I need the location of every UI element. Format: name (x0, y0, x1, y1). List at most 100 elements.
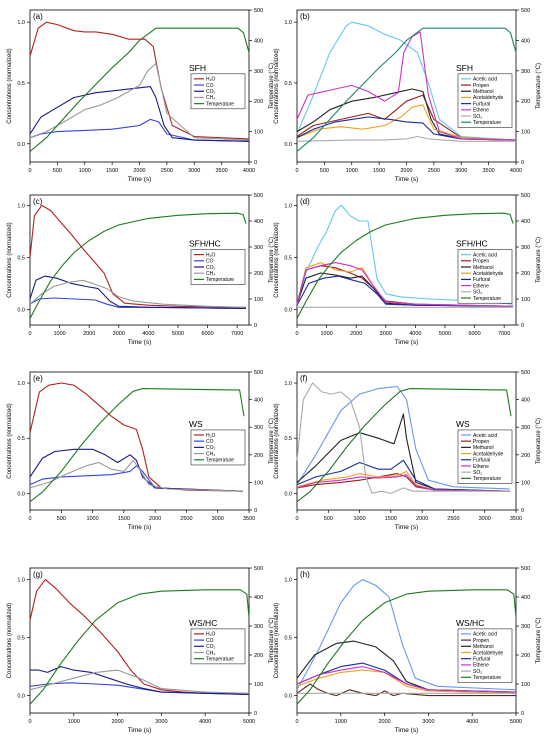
x-tick-label: 3500 (243, 516, 255, 522)
panel-label: (e) (33, 374, 43, 383)
y-tick-label: 0.5 (17, 436, 25, 442)
legend-entry: Ethene (473, 464, 489, 470)
legend-entry: CO (206, 638, 214, 644)
y2-tick-label: 200 (254, 99, 263, 105)
x-tick-label: 5000 (510, 719, 522, 725)
legend-entry: CH₄ (206, 271, 215, 277)
plot-frame (296, 194, 517, 326)
legend-entry: SO₂ (473, 669, 482, 675)
x-axis-label: Time (s) (128, 339, 152, 346)
y-tick-label: 1.0 (17, 578, 25, 584)
y-tick-label: 0.0 (284, 491, 292, 497)
x-tick-label: 3500 (216, 168, 228, 174)
x-tick-label: 0 (28, 516, 31, 522)
y2-tick-label: 300 (254, 624, 263, 630)
y2-tick-label: 0 (521, 160, 524, 166)
plot-frame (29, 194, 250, 326)
y-axis-label: Concentrations (normalized) (274, 403, 280, 478)
y2-tick-label: 300 (521, 69, 530, 75)
x-tick-label: 1000 (353, 516, 365, 522)
y2-tick-label: 0 (521, 323, 524, 329)
y-tick-label: 0.0 (284, 694, 292, 700)
panel-label: (f) (300, 374, 308, 383)
y2-axis-label: Temperature (°C) (269, 617, 275, 663)
x-tick-label: 1500 (385, 516, 397, 522)
series-line (29, 275, 247, 309)
y-tick-label: 0.5 (284, 636, 292, 642)
x-tick-label: 5000 (439, 331, 451, 337)
y2-tick-label: 400 (521, 219, 530, 225)
legend-entry: Acetaldehyde (473, 95, 504, 101)
legend-entry: Methanol (473, 89, 494, 95)
y2-axis-label: Temperature (°C) (269, 237, 275, 283)
y2-tick-label: 100 (521, 130, 530, 136)
legend-entry: Acetaldehyde (473, 650, 504, 656)
x-tick-label: 0 (28, 168, 31, 174)
legend-entry: Temperature (473, 476, 501, 482)
y2-tick-label: 400 (521, 595, 530, 601)
y2-axis-label: Temperature (°C) (536, 418, 542, 464)
plot-frame (296, 371, 517, 511)
legend-entry: SO₂ (473, 114, 482, 120)
y-tick-label: 1.0 (284, 203, 292, 209)
y2-tick-label: 100 (254, 297, 263, 303)
x-tick-label: 5000 (172, 331, 184, 337)
y-tick-label: 0.5 (17, 81, 25, 87)
x-tick-label: 2000 (378, 719, 390, 725)
sample-tag: SFH (189, 63, 206, 73)
x-tick-label: 2000 (149, 516, 161, 522)
y2-tick-label: 200 (254, 653, 263, 659)
series-line (296, 104, 517, 141)
series-line (296, 579, 517, 691)
y2-tick-label: 300 (254, 69, 263, 75)
series-line (30, 666, 250, 695)
legend-entry: Propen (473, 439, 489, 445)
y2-tick-label: 0 (254, 160, 257, 166)
y2-tick-label: 500 (521, 370, 530, 376)
legend-entry: H₂O (206, 77, 216, 83)
x-tick-label: 4000 (466, 719, 478, 725)
y2-tick-label: 200 (521, 453, 530, 459)
y2-axis-label: Temperature (°C) (536, 617, 542, 663)
y2-tick-label: 400 (521, 398, 530, 404)
x-tick-label: 2000 (416, 516, 428, 522)
x-tick-label: 500 (57, 516, 66, 522)
legend-entry: Furfural (473, 277, 490, 283)
y2-tick-label: 500 (521, 8, 530, 14)
y2-tick-label: 0 (521, 508, 524, 514)
series-line (29, 579, 249, 694)
series-line (29, 62, 250, 141)
legend-entry: Temperature (206, 657, 234, 663)
legend-entry: Temperature (206, 277, 234, 283)
x-axis-label: Time (s) (128, 176, 152, 183)
y-tick-label: 1.0 (17, 381, 25, 387)
legend-entry: Ethene (473, 283, 489, 289)
x-tick-label: 3000 (479, 516, 491, 522)
legend-entry: H₂O (206, 632, 216, 638)
x-tick-label: 0 (28, 331, 31, 337)
series-line (29, 86, 250, 142)
x-tick-label: 0 (28, 719, 31, 725)
x-tick-label: 2500 (161, 168, 173, 174)
chart-panel-1: 0 500 1000 1500 2000 2500 3000 3500 40000.00.51.… (7, 8, 275, 183)
x-tick-label: 1000 (335, 719, 347, 725)
legend-entry: CO₂ (206, 89, 216, 95)
plot-frame (29, 371, 250, 511)
legend-entry: Acetaldehyde (473, 271, 504, 277)
y-tick-label: 0.0 (17, 142, 25, 148)
y-axis-label: Concentrations (normalized) (274, 48, 280, 123)
y2-tick-label: 500 (254, 370, 263, 376)
x-tick-label: 2000 (400, 168, 412, 174)
series-line (296, 275, 514, 307)
y-tick-label: 0.0 (284, 307, 292, 313)
y2-tick-label: 400 (521, 38, 530, 44)
sample-tag: WS (456, 419, 470, 429)
y2-tick-label: 100 (254, 682, 263, 688)
series-line (296, 204, 514, 305)
series-line (29, 459, 243, 492)
sample-tag: WS/HC (189, 618, 217, 628)
y-axis-label: Concentrations (normalized) (7, 48, 13, 123)
y2-tick-label: 100 (521, 297, 530, 303)
y2-axis-label: Temperature (°C) (536, 237, 542, 283)
